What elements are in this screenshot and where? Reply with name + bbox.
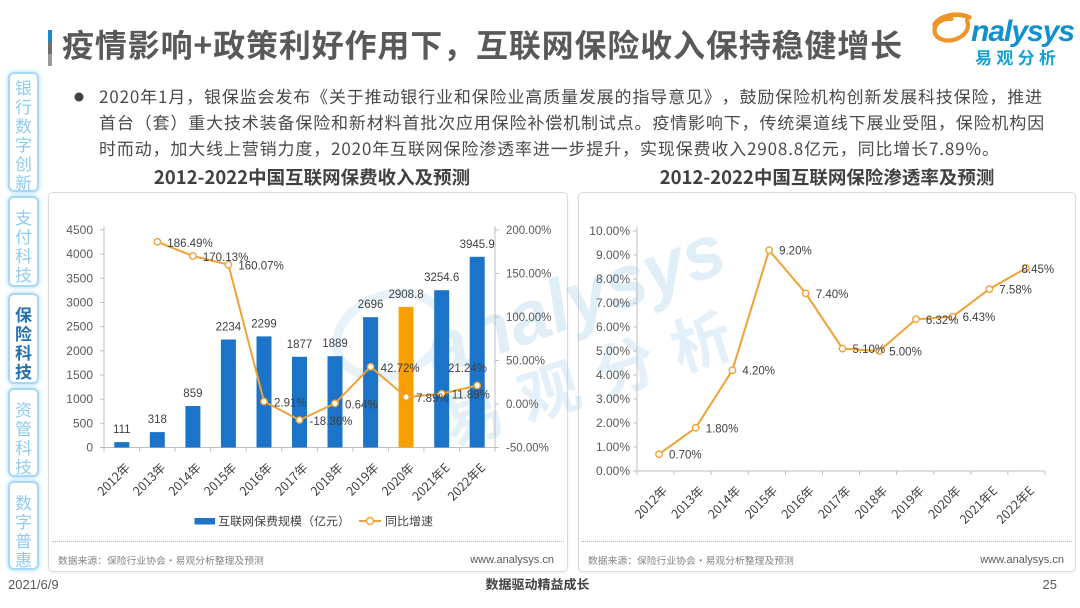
svg-text:500: 500 <box>73 416 93 430</box>
svg-text:6.32%: 6.32% <box>926 315 959 327</box>
svg-text:150.00%: 150.00% <box>506 269 551 281</box>
svg-text:111: 111 <box>113 424 130 436</box>
svg-text:170.13%: 170.13% <box>203 252 248 264</box>
svg-text:3945.9: 3945.9 <box>460 239 495 251</box>
svg-text:200.00%: 200.00% <box>506 225 551 237</box>
svg-text:9.00%: 9.00% <box>596 248 630 262</box>
svg-text:25: 25 <box>1043 577 1057 592</box>
svg-text:2021/6/9: 2021/6/9 <box>8 577 59 592</box>
svg-text:10.00%: 10.00% <box>589 224 630 238</box>
svg-text:2908.8: 2908.8 <box>389 289 424 301</box>
svg-text:5.00%: 5.00% <box>596 344 630 358</box>
svg-text:2696: 2696 <box>358 299 384 311</box>
svg-text:5.00%: 5.00% <box>889 347 922 359</box>
svg-text:9.20%: 9.20% <box>779 246 812 258</box>
svg-text:7.00%: 7.00% <box>596 296 630 310</box>
svg-text:1877: 1877 <box>287 339 313 351</box>
svg-text:7.58%: 7.58% <box>999 285 1032 297</box>
svg-text:-50.00%: -50.00% <box>506 443 549 455</box>
svg-text:7.89%: 7.89% <box>416 393 449 405</box>
svg-text:50.00%: 50.00% <box>506 356 545 368</box>
svg-text:318: 318 <box>148 414 167 426</box>
svg-text:4000: 4000 <box>66 247 93 261</box>
svg-text:7.40%: 7.40% <box>816 289 849 301</box>
svg-text:nalysys: nalysys <box>971 15 1074 48</box>
svg-text:160.07%: 160.07% <box>238 261 283 273</box>
svg-text:2000: 2000 <box>66 344 93 358</box>
svg-text:11.89%: 11.89% <box>452 390 490 402</box>
svg-text:6.00%: 6.00% <box>596 320 630 334</box>
svg-text:0.00%: 0.00% <box>596 464 630 478</box>
svg-text:2500: 2500 <box>66 320 93 334</box>
svg-text:1.80%: 1.80% <box>706 423 739 435</box>
svg-text:4.00%: 4.00% <box>596 368 630 382</box>
svg-text:-18.36%: -18.36% <box>310 416 353 428</box>
svg-text:1889: 1889 <box>322 338 348 350</box>
svg-text:www.analysys.cn: www.analysys.cn <box>979 554 1064 566</box>
svg-text:186.49%: 186.49% <box>167 238 212 250</box>
svg-text:3500: 3500 <box>66 271 93 285</box>
svg-text:0.00%: 0.00% <box>506 399 539 411</box>
svg-text:www.analysys.cn: www.analysys.cn <box>469 554 554 566</box>
svg-text:42.72%: 42.72% <box>381 363 420 375</box>
svg-text:859: 859 <box>183 388 202 400</box>
svg-text:8.00%: 8.00% <box>596 272 630 286</box>
svg-text:2.00%: 2.00% <box>596 416 630 430</box>
svg-text:6.43%: 6.43% <box>963 312 996 324</box>
svg-text:0: 0 <box>86 441 93 455</box>
svg-text:1500: 1500 <box>66 368 93 382</box>
svg-text:21.24%: 21.24% <box>448 363 487 375</box>
svg-text:5.10%: 5.10% <box>853 344 886 356</box>
svg-text:0.70%: 0.70% <box>669 450 702 462</box>
svg-text:1000: 1000 <box>66 392 93 406</box>
svg-text:2234: 2234 <box>216 322 242 334</box>
svg-text:3000: 3000 <box>66 296 93 310</box>
svg-text:3.00%: 3.00% <box>596 392 630 406</box>
svg-text:100.00%: 100.00% <box>506 312 551 324</box>
svg-text:3254.6: 3254.6 <box>424 272 459 284</box>
svg-text:4500: 4500 <box>66 223 93 237</box>
svg-text:2.91%: 2.91% <box>274 398 307 410</box>
svg-text:2299: 2299 <box>251 318 277 330</box>
svg-text:1.00%: 1.00% <box>596 440 630 454</box>
svg-text:8.45%: 8.45% <box>1022 264 1055 276</box>
svg-text:4.20%: 4.20% <box>742 366 775 378</box>
svg-text:0.64%: 0.64% <box>345 399 378 411</box>
